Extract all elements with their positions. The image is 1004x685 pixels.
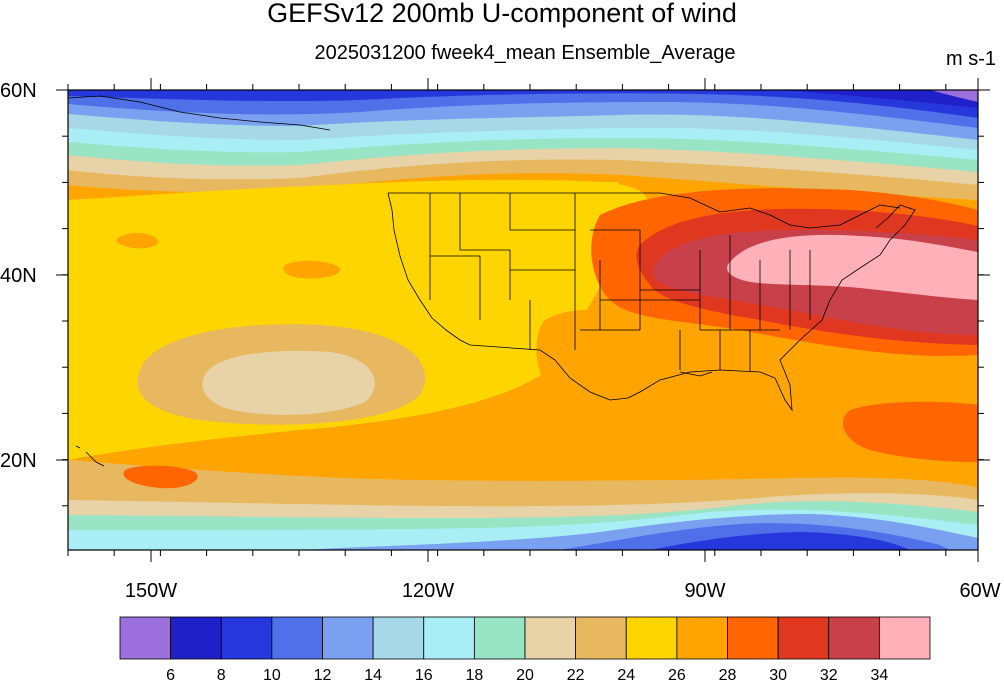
colorbar-label: 14: [364, 667, 383, 684]
colorbar-swatch: [170, 616, 222, 660]
map-title: GEFSv12 200mb U-component of wind: [267, 0, 737, 28]
units-label: m s-1: [946, 48, 996, 70]
lon-label-120w: 120W: [401, 580, 455, 602]
colorbar-swatch: [473, 616, 526, 660]
lat-label-40n: 40N: [0, 265, 37, 287]
fill-30-pacific: [123, 465, 198, 489]
colorbar-label: 22: [566, 667, 585, 684]
colorbar-label: 6: [166, 667, 176, 684]
fill-10-north: [68, 90, 978, 118]
colorbar-swatch: [322, 616, 374, 660]
lon-label-90w: 90W: [684, 580, 726, 602]
lat-label-60n: 60N: [0, 80, 37, 102]
coastlines: [68, 95, 916, 467]
fill-26-core: [68, 181, 620, 350]
colorbar-swatch: [119, 616, 172, 660]
map-subtitle: 2025031200 fweek4_mean Ensemble_Average: [314, 42, 736, 64]
colorbar-label: 26: [667, 667, 686, 684]
fill-6-north: [930, 90, 978, 102]
colorbar-swatch: [625, 616, 678, 660]
wind-fill-layers: [68, 90, 978, 550]
colorbar-label: 8: [216, 667, 226, 684]
colorbar-label: 24: [617, 667, 636, 684]
colorbar-label: 16: [414, 667, 433, 684]
fill-28-small2: [283, 260, 341, 279]
axis-ticks: [56, 78, 990, 562]
colorbar-label: 10: [262, 667, 281, 684]
colorbar-label: 20: [516, 667, 534, 684]
colorbar-swatch: [423, 616, 475, 660]
colorbar-label: 18: [465, 667, 484, 684]
fill-22-low: [202, 350, 375, 415]
lon-label-150w: 150W: [124, 580, 178, 602]
colorbar-label: 28: [718, 667, 737, 684]
fill-28-small: [116, 232, 159, 249]
colorbar-label: 34: [870, 667, 889, 684]
plot-frame: [67, 89, 979, 551]
lat-label-20n: 20N: [0, 450, 37, 472]
fill-30-atlantic: [842, 401, 978, 462]
colorbar-swatch: [676, 616, 728, 660]
colorbar-label: 30: [769, 667, 788, 684]
colorbar-swatch: [372, 616, 425, 660]
colorbar-swatch: [271, 616, 323, 660]
fill-28-gulf: [536, 309, 653, 405]
colorbar-label: 32: [819, 667, 838, 684]
fill-8-north: [780, 90, 978, 108]
colorbar-swatch: [777, 616, 830, 660]
fill-10-south: [650, 532, 910, 550]
colorbar-swatch: [727, 616, 779, 660]
colorbar-swatch: [220, 616, 273, 660]
colorbar-swatch: [524, 616, 577, 660]
colorbar-swatch: [575, 616, 627, 660]
colorbar-swatch: [878, 616, 931, 660]
lon-label-60w: 60W: [959, 580, 1001, 602]
colorbar-label: 12: [313, 667, 332, 684]
colorbar-swatch: [828, 616, 880, 660]
